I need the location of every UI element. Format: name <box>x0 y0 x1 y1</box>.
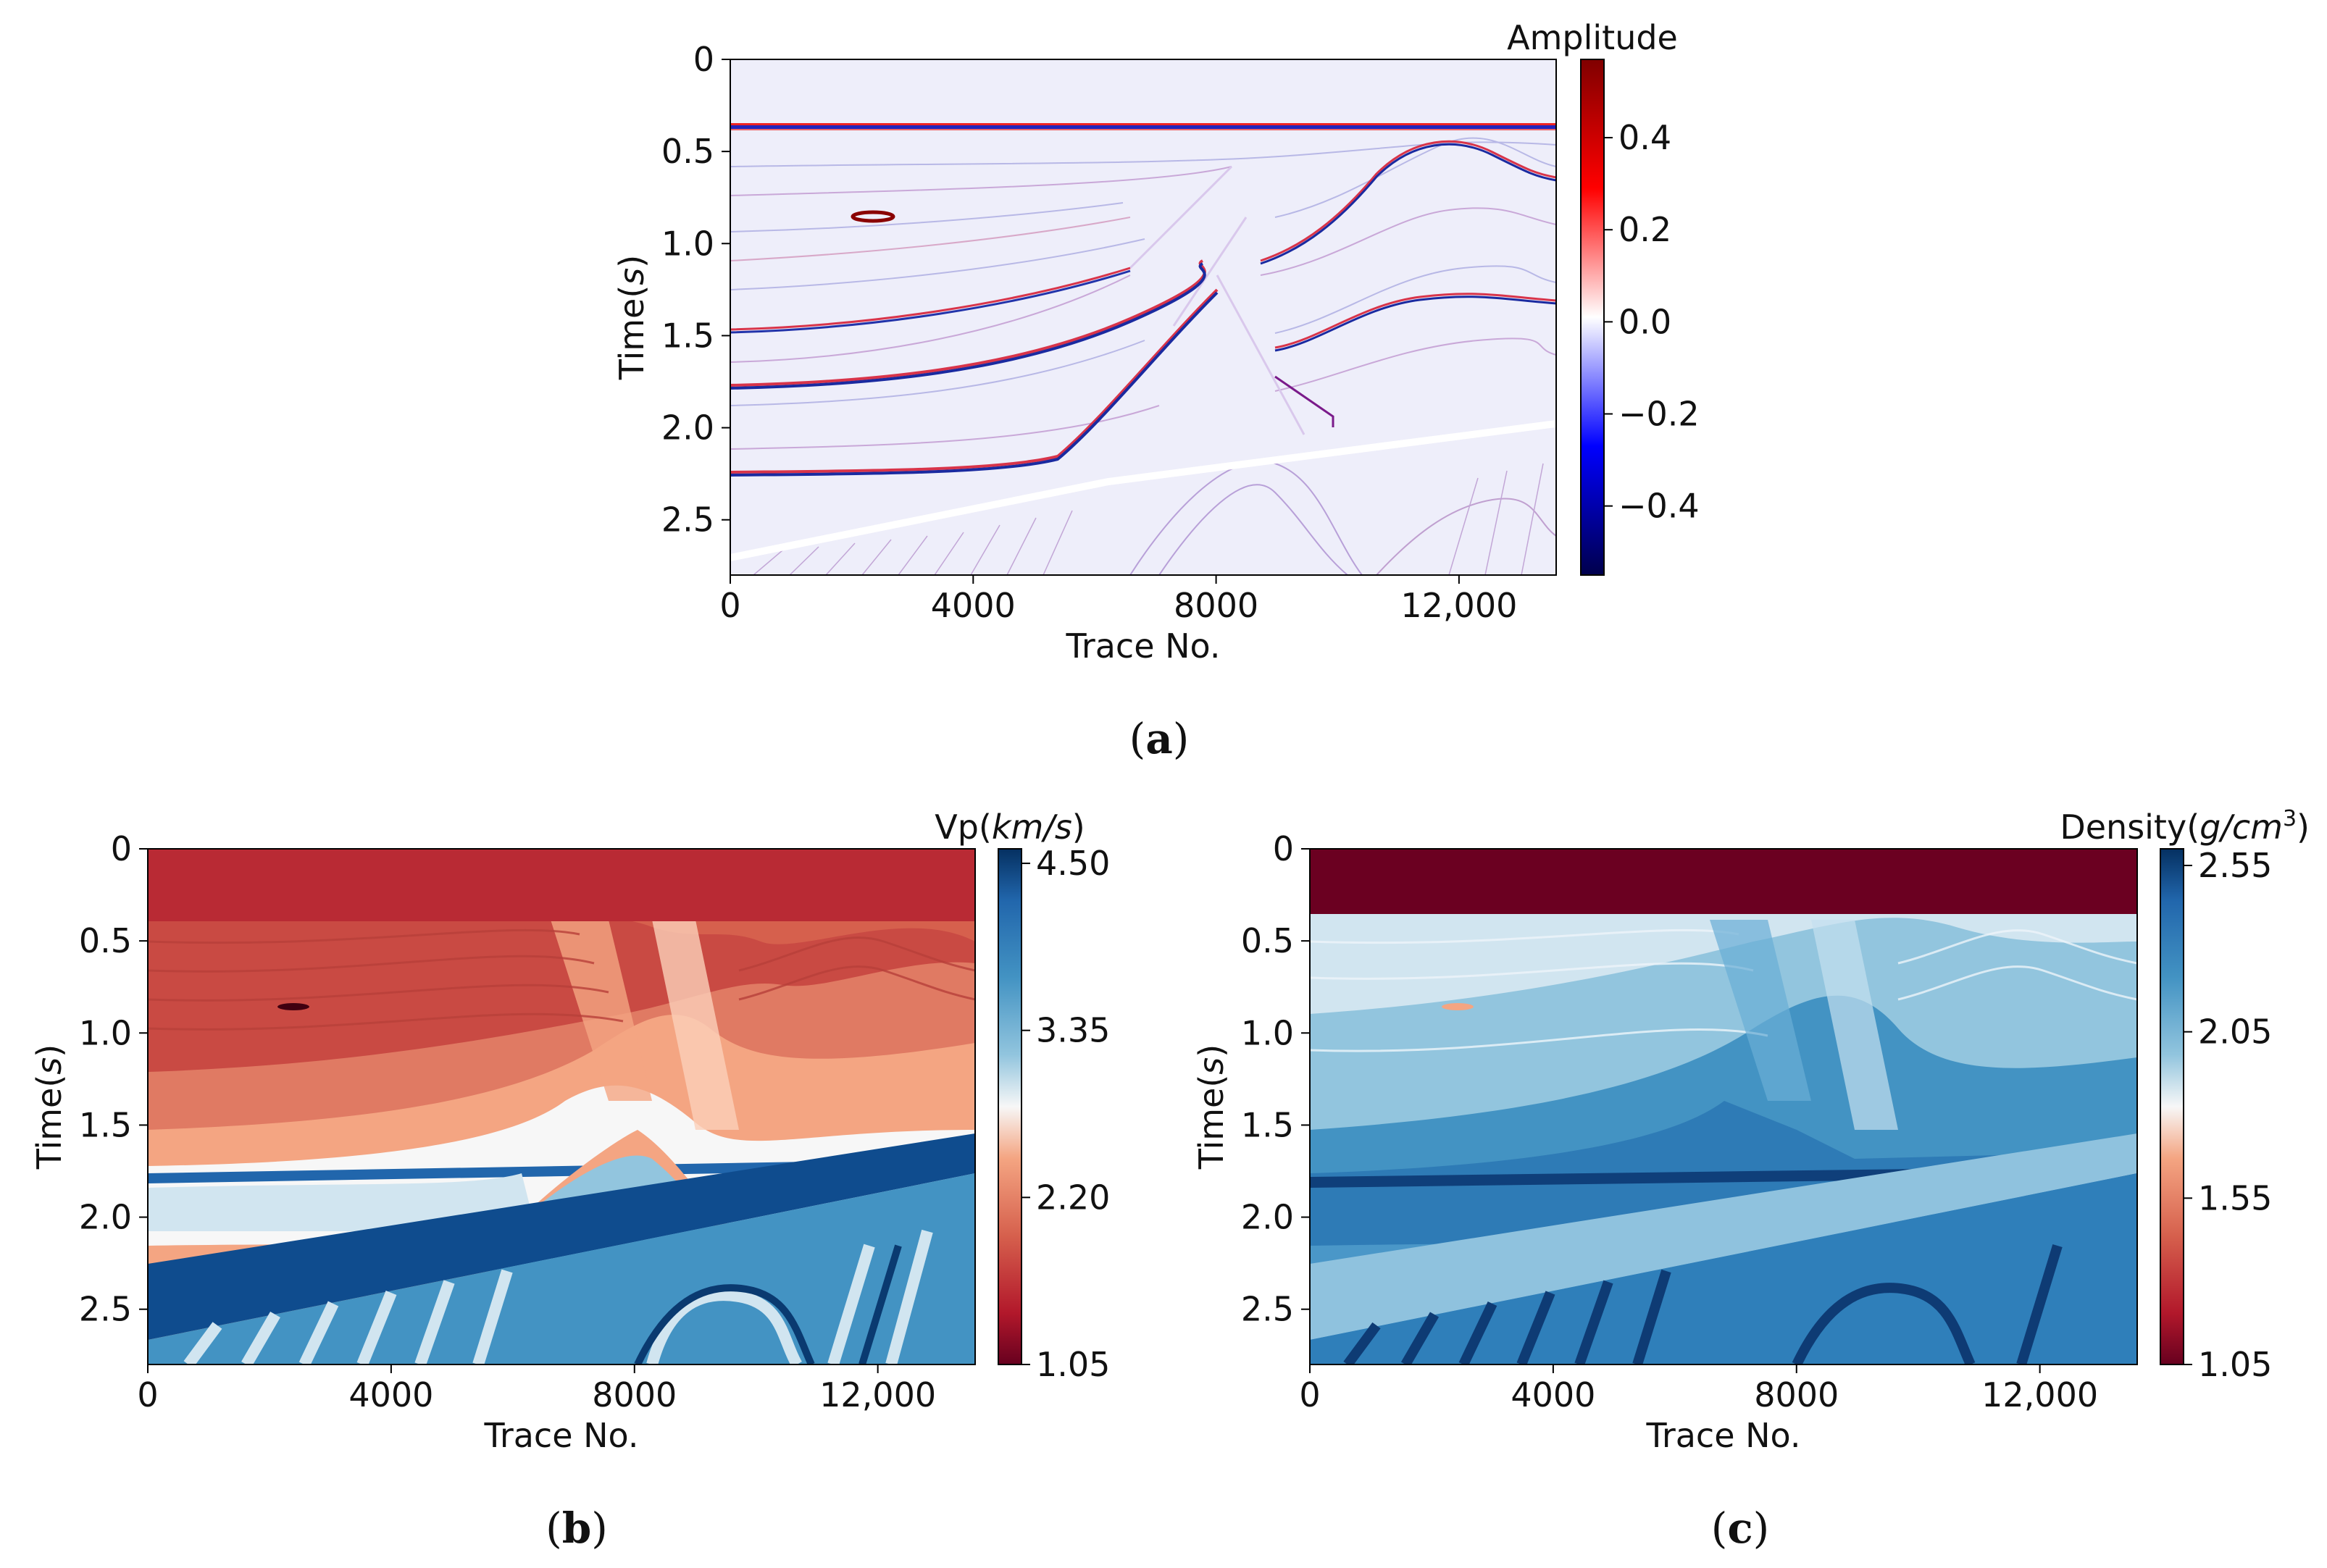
panel-c-colorbar-ticks: 2.55 2.05 1.55 1.05 <box>2184 846 2272 1384</box>
panel-b-colorbar-title: Vp(km/s) <box>935 808 1085 847</box>
panel-b-xtick-label: 8000 <box>592 1375 677 1414</box>
panel-c-xlabel: Trace No. <box>1645 1416 1800 1455</box>
panel-b-axis-ticks: 0 4000 8000 12,000 0 0.5 1.0 1.5 2.0 2.5 <box>79 829 936 1414</box>
panel-b-colorbar-tick-label: 1.05 <box>1036 1345 1110 1384</box>
panel-a-ytick-label: 2.0 <box>661 408 714 448</box>
panel-c-frame <box>1309 848 2138 1365</box>
panel-b-ytick-label: 1.0 <box>79 1013 132 1052</box>
panel-b-xtick-label: 12,000 <box>819 1375 936 1414</box>
panel-a-xtick-label: 4000 <box>931 586 1016 625</box>
panel-b-xlabel: Trace No. <box>483 1416 638 1455</box>
panel-c-colorbar <box>2160 848 2184 1365</box>
panel-c-ytick-label: 0 <box>1273 829 1294 868</box>
panel-c-caption: (c) <box>1711 1504 1770 1553</box>
panel-c-ytick-label: 1.5 <box>1241 1105 1294 1144</box>
panel-a-xtick-label: 12,000 <box>1400 586 1517 625</box>
panel-a-ytick-label: 2.5 <box>661 500 714 540</box>
panel-c-colorbar-tick-label: 2.55 <box>2198 846 2272 885</box>
panel-c-colorbar-title: Density(g/cm3) <box>2060 806 2310 847</box>
panel-b-colorbar-tick-label: 3.35 <box>1036 1011 1110 1050</box>
panel-a-ytick-label: 0.5 <box>661 132 714 171</box>
panel-a-colorbar <box>1580 59 1605 576</box>
panel-b-ytick-label: 0 <box>111 829 132 868</box>
panel-a-caption: (a) <box>1129 714 1190 763</box>
panel-b-ylabel: Time(s) <box>30 1044 69 1170</box>
panel-a-frame <box>730 59 1557 576</box>
panel-a-colorbar-tick-label: 0.4 <box>1618 118 1671 157</box>
panel-a-colorbar-title: Amplitude <box>1507 18 1678 57</box>
panel-b-colorbar-tick-label: 2.20 <box>1036 1178 1110 1217</box>
panel-c-colorbar-tick-label: 1.55 <box>2198 1178 2272 1217</box>
panel-a-colorbar-tick-label: −0.2 <box>1618 395 1700 434</box>
panel-c-colorbar-tick-label: 2.05 <box>2198 1013 2272 1052</box>
panel-b-ytick-label: 2.0 <box>79 1198 132 1237</box>
panel-b-ytick-label: 0.5 <box>79 921 132 960</box>
panel-b-image <box>148 849 975 1364</box>
panel-a-ytick-label: 1.5 <box>661 316 714 355</box>
panel-a-ytick-label: 0 <box>693 40 714 79</box>
panel-b: 0 4000 8000 12,000 0 0.5 1.0 1.5 2.0 2.5 Trace No… <box>30 808 1110 1553</box>
panel-b-ytick-label: 2.5 <box>79 1290 132 1329</box>
panel-c: 0 4000 8000 12,000 0 0.5 1.0 1.5 2.0 2.5 Trace No… <box>1192 806 2310 1553</box>
panel-c-ytick-label: 1.0 <box>1241 1013 1294 1052</box>
panel-a-image <box>730 59 1556 575</box>
panel-c-xtick-label: 12,000 <box>1981 1375 2098 1414</box>
panel-c-xtick-label: 4000 <box>1511 1375 1595 1414</box>
panel-a-axis-ticks: 0 4000 8000 12,000 0 0.5 1.0 1.5 2.0 2.5 <box>661 40 1518 625</box>
panel-c-xtick-label: 8000 <box>1754 1375 1839 1414</box>
panel-a-colorbar-tick-label: −0.4 <box>1618 487 1700 526</box>
panel-b-ytick-label: 1.5 <box>79 1105 132 1144</box>
panel-a-ylabel: Time(s) <box>612 255 651 380</box>
panel-b-xtick-label: 0 <box>137 1375 158 1414</box>
panel-b-colorbar-tick-label: 4.50 <box>1036 844 1110 883</box>
panel-a-colorbar-tick-label: 0.0 <box>1618 302 1671 341</box>
panel-c-image <box>1310 849 2137 1364</box>
panel-b-colorbar-ticks: 4.50 3.35 2.20 1.05 <box>1022 844 1110 1384</box>
panel-b-xtick-label: 4000 <box>348 1375 433 1414</box>
panel-c-xtick-label: 0 <box>1299 1375 1320 1414</box>
panel-a-colorbar-tick-label: 0.2 <box>1618 210 1671 249</box>
panel-c-ylabel: Time(s) <box>1192 1044 1231 1170</box>
panel-a-ytick-label: 1.0 <box>661 224 714 263</box>
panel-b-caption: (b) <box>546 1504 608 1553</box>
panel-a: 0 4000 8000 12,000 0 0.5 1.0 1.5 2.0 2.5 Trace No… <box>612 18 1700 763</box>
panel-b-frame <box>147 848 976 1365</box>
panel-c-ytick-label: 2.5 <box>1241 1290 1294 1329</box>
panel-a-colorbar-ticks: 0.4 0.2 0.0 −0.2 −0.4 <box>1604 118 1700 526</box>
panel-c-ytick-label: 0.5 <box>1241 921 1294 960</box>
panel-c-ytick-label: 2.0 <box>1241 1198 1294 1237</box>
panel-a-xtick-label: 0 <box>719 586 740 625</box>
panel-c-axis-ticks: 0 4000 8000 12,000 0 0.5 1.0 1.5 2.0 2.5 <box>1241 829 2098 1414</box>
panel-b-colorbar <box>998 848 1022 1365</box>
panel-c-colorbar-tick-label: 1.05 <box>2198 1345 2272 1384</box>
panel-a-xtick-label: 8000 <box>1174 586 1258 625</box>
panel-a-xlabel: Trace No. <box>1065 626 1220 666</box>
